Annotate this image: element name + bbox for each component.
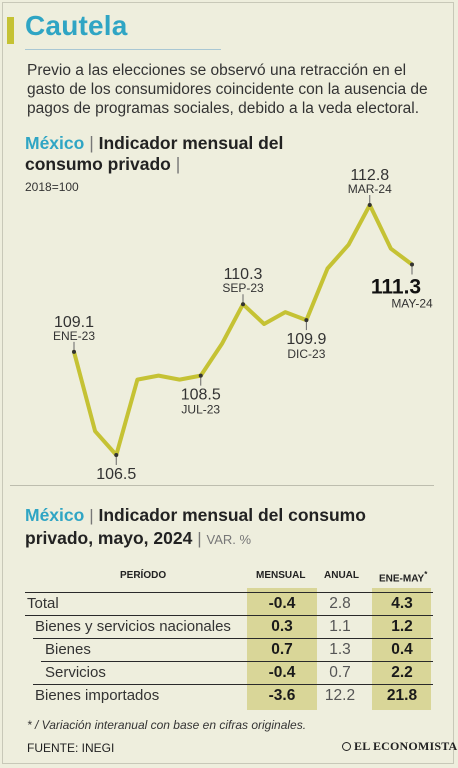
tick-label-jul-23: JUL-23 (181, 403, 220, 417)
table-rule-2 (33, 638, 433, 639)
cell-servicios-mensual: -0.4 (268, 664, 296, 681)
footnote: * / Variación interanual con base en cif… (27, 718, 307, 732)
table-unit-label: VAR. % (206, 532, 252, 547)
header-mensual: MENSUAL (256, 570, 306, 581)
point-marker (410, 262, 414, 267)
data-label-mar-23: 106.5 (96, 466, 136, 480)
header-anual: ANUAL (324, 570, 359, 581)
tick-label-may-24: MAY-24 (391, 297, 433, 311)
point-marker (241, 302, 245, 307)
cell-bienes-enemay: 0.4 (391, 641, 413, 658)
table-heading-title: Indicador mensual del consumo privado, m… (25, 505, 366, 548)
tick-label-sep-23: SEP-23 (222, 281, 264, 295)
title-underline (25, 49, 221, 50)
point-marker (198, 373, 203, 378)
cell-servicios-enemay: 2.2 (391, 664, 413, 681)
row-label-total: Total (27, 595, 59, 612)
page-title: Cautela (25, 10, 128, 41)
series-line (72, 203, 414, 457)
cell-total-enemay: 4.3 (391, 595, 413, 612)
table-rule-top (25, 592, 433, 593)
data-label-ene-23: 109.1 (54, 314, 94, 331)
point-marker (114, 453, 119, 457)
row-label-servicios: Servicios (45, 664, 106, 681)
table-rule-3 (41, 661, 433, 662)
mensual-column-highlight (247, 588, 317, 710)
tick-label-mar-24: MAR-24 (348, 182, 392, 196)
data-label-jul-23: 108.5 (181, 387, 221, 404)
cell-bienes-anual: 1.3 (329, 641, 351, 658)
header-enemay-mark: * (424, 570, 428, 579)
section-divider (10, 485, 434, 486)
chart-heading: México | Indicador mensual del consumo p… (25, 133, 325, 175)
chart-heading-country: México (25, 133, 85, 153)
cell-servicios-anual: 0.7 (329, 664, 351, 681)
source-label: FUENTE: INEGI (27, 741, 115, 755)
brand-logo: EL ECONOMISTA (342, 739, 457, 754)
cell-importados-anual: 12.2 (324, 687, 356, 704)
heading-separator: | (89, 133, 94, 153)
data-label-mar-24: 112.8 (350, 167, 389, 184)
row-label-bienes: Bienes (45, 641, 91, 658)
tick-label-dic-23: DIC-23 (287, 347, 325, 361)
data-label-may-24: 111.3 (371, 276, 421, 299)
table-heading: México | Indicador mensual del consumo p… (25, 504, 435, 551)
table-heading-separator-2: | (197, 529, 202, 548)
row-label-nacionales: Bienes y servicios nacionales (35, 618, 231, 635)
enemay-column-highlight (372, 588, 431, 710)
cell-total-anual: 2.8 (329, 595, 351, 612)
chart-heading-title: Indicador mensual del consumo privado (25, 133, 284, 174)
chart-base-label: 2018=100 (25, 180, 79, 194)
data-label-dic-23: 109.9 (286, 331, 326, 348)
cell-importados-enemay: 21.8 (386, 687, 418, 704)
page-frame (2, 2, 454, 764)
point-marker (367, 203, 372, 207)
table-heading-separator: | (89, 506, 94, 525)
title-accent-bar (7, 17, 14, 44)
header-period: PERÍODO (120, 570, 167, 581)
header-enemay: ENE-MAY* (379, 570, 427, 584)
consumption-line-chart: 109.1ENE-23106.5MAR-23108.5JUL-23110.3SE… (53, 167, 433, 480)
table-rule-1 (25, 615, 433, 616)
tick-label-ene-23: ENE-23 (53, 329, 95, 343)
point-marker (304, 318, 309, 323)
intro-text: Previo a las elecciones se observó una r… (27, 62, 428, 117)
cell-total-mensual: -0.4 (268, 595, 296, 612)
brand-name: EL ECONOMISTA (354, 739, 458, 753)
brand-icon (342, 742, 351, 751)
cell-nacionales-mensual: 0.3 (271, 618, 293, 635)
header-enemay-label: ENE-MAY (379, 573, 425, 585)
cell-nacionales-anual: 1.1 (329, 618, 351, 635)
heading-separator-end: | (175, 154, 181, 174)
table-heading-country: México (25, 505, 85, 525)
cell-bienes-mensual: 0.7 (271, 641, 293, 658)
cell-nacionales-enemay: 1.2 (391, 618, 413, 635)
point-marker (72, 349, 76, 354)
cell-importados-mensual: -3.6 (268, 687, 296, 704)
row-label-importados: Bienes importados (35, 687, 160, 704)
data-label-sep-23: 110.3 (224, 266, 263, 283)
table-rule-4 (33, 684, 433, 685)
